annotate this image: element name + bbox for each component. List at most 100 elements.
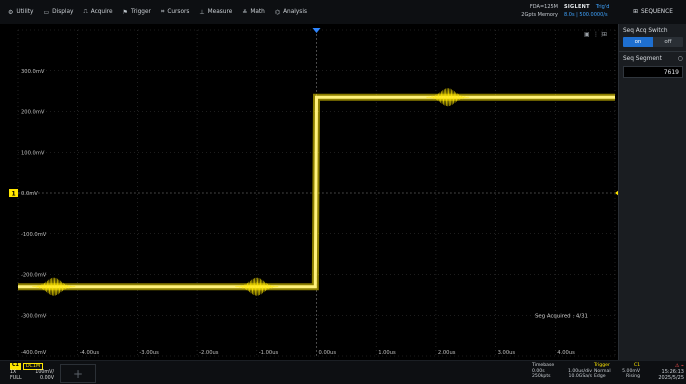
seq-segment-input[interactable]: 7619 — [623, 66, 683, 78]
channel-tag: C1 — [10, 363, 21, 370]
menu-label: Trigger — [130, 9, 151, 15]
menu-display[interactable]: ▭ Display — [43, 9, 73, 16]
sequence-icon: ⊞ — [633, 9, 638, 15]
seq-off-button[interactable]: off — [664, 39, 672, 45]
channel-1-info[interactable]: C1 DC1M 1X 100mV/ FULL 0.00V — [10, 363, 54, 382]
main-menu: ⚙ Utility ▭ Display ⎍ Acquire ⚑ Trigger ⌗ Cursors… — [8, 0, 307, 24]
sample-rate: 8.0s | 500.0000/s — [564, 12, 608, 18]
channel-coupling: DC1M — [22, 363, 44, 370]
timebase-title: Timebase — [532, 363, 555, 368]
x-tick-label: 1.00us — [378, 350, 396, 356]
x-tick-label: 0.00us — [319, 350, 337, 356]
cursors-icon: ⌗ — [160, 8, 165, 15]
acquire-icon: ⎍ — [83, 8, 88, 15]
menu-label: Display — [52, 9, 74, 15]
sequence-panel-title[interactable]: ⊞ SEQUENCE — [620, 0, 686, 24]
vertical-scale: 100mV/ — [35, 370, 54, 375]
trigger-icon: ⚑ — [122, 8, 128, 16]
noise-burst — [235, 277, 279, 296]
analysis-icon: ⌬ — [274, 8, 281, 16]
x-tick-label: 3.00us — [498, 350, 516, 356]
channel-1-marker-label: 1 — [12, 191, 16, 198]
menu-label: Acquire — [90, 9, 113, 15]
seq-acq-switch-label: Seq Acq Switch — [623, 28, 668, 34]
menu-label: Measure — [207, 9, 233, 15]
network-icon: ⚠ ⌁ — [674, 363, 684, 369]
bandwidth-label: FULL — [10, 376, 22, 381]
brand-status: SIGLENT Trig'd 8.0s | 500.0000/s — [564, 3, 618, 19]
waveform-screen[interactable]: 300.0mV 200.0mV 100.0mV 0.0mV -100.0mV -200.0… — [0, 24, 619, 360]
seq-acq-switch[interactable]: on off — [623, 37, 683, 47]
menu-cursors[interactable]: ⌗ Cursors — [161, 8, 189, 16]
x-tick-label: -3.00us — [139, 350, 159, 356]
timebase-delay: 0.00s — [532, 368, 545, 374]
clock-date: 2025/5/25 — [658, 375, 684, 381]
x-tick-label: 4.00us — [557, 350, 575, 356]
timebase-scale: 1.00us/div — [568, 368, 592, 374]
measure-icon: ⊥ — [199, 8, 205, 16]
trigger-type: Edge — [594, 374, 606, 379]
x-tick-label: 2.00us — [438, 350, 456, 356]
noise-burst — [426, 88, 470, 107]
vertical-offset: 0.00V — [40, 376, 54, 381]
trigger-title: Trigger — [594, 363, 610, 368]
menu-measure[interactable]: ⊥ Measure — [199, 9, 232, 16]
trigger-slope: Rising — [626, 374, 640, 379]
top-menu-bar: ⚙ Utility ▭ Display ⎍ Acquire ⚑ Trigger ⌗ Cursors… — [0, 0, 686, 25]
y-tick-label: -400.0mV — [21, 350, 47, 356]
channel-1-offset-marker[interactable] — [9, 189, 18, 197]
sequence-panel: Seq Acq Switch on off Seq Segment ○ 7619 — [618, 24, 686, 360]
display-icon: ▭ — [43, 8, 50, 16]
screen-tool-icon[interactable]: ▣ — [584, 31, 590, 38]
menu-math[interactable]: ≚ Math — [242, 9, 265, 16]
trigger-level: 5.00mV — [622, 368, 640, 374]
x-tick-label: -2.00us — [199, 350, 219, 356]
clock: ⚠ ⌁ 15:26:13 2025/5/25 — [644, 363, 684, 381]
menu-label: Utility — [16, 9, 34, 15]
menu-label: Math — [250, 9, 265, 15]
gear-icon: ⚙ — [8, 8, 14, 16]
timebase-sample-rate: 10.0GSa/s — [568, 374, 592, 379]
trigger-info[interactable]: Trigger C1 Normal 5.00mV Edge Rising — [594, 363, 640, 380]
math-icon: ≚ — [242, 8, 248, 16]
y-tick-label: 0.0mV — [21, 191, 38, 197]
screen-tool-icon[interactable]: ⊞ — [602, 31, 607, 38]
waveform-display[interactable]: 300.0mV 200.0mV 100.0mV 0.0mV -100.0mV -200.0… — [0, 24, 619, 360]
menu-trigger[interactable]: ⚑ Trigger — [123, 9, 151, 16]
trigger-mode: Normal — [594, 368, 611, 374]
add-channel-button[interactable]: + — [60, 364, 96, 383]
menu-utility[interactable]: ⚙ Utility — [8, 9, 33, 16]
memory-depth: 250kpts — [532, 374, 551, 379]
trigger-status: Trig'd — [595, 4, 610, 10]
probe-label: 1X — [10, 370, 17, 375]
acq-line-2: 2Gpts Memory — [521, 12, 558, 18]
trigger-source: C1 — [633, 363, 640, 368]
seg-acquired-label: Seg Acquired : 4/31 — [535, 313, 588, 319]
x-tick-label: -4.00us — [80, 350, 100, 356]
acq-line-1: FDA=125M — [529, 4, 558, 10]
y-tick-label: -200.0mV — [21, 273, 47, 279]
y-tick-label: 200.0mV — [21, 110, 45, 116]
clock-time: 15:26:13 — [661, 369, 684, 375]
seq-segment-label: Seq Segment ○ — [623, 56, 683, 62]
menu-analysis[interactable]: ⌬ Analysis — [275, 9, 307, 16]
y-tick-label: -300.0mV — [21, 313, 47, 319]
trigger-position-marker[interactable] — [312, 28, 321, 33]
y-tick-label: 100.0mV — [21, 150, 45, 156]
timebase-info[interactable]: Timebase 0.00s 1.00us/div 250kpts 10.0GSa/… — [532, 363, 592, 380]
menu-label: Cursors — [167, 9, 190, 15]
sequence-title-label: SEQUENCE — [641, 9, 673, 15]
siglent-logo: SIGLENT — [564, 4, 590, 10]
acquisition-info[interactable]: FDA=125M 2Gpts Memory — [508, 3, 558, 19]
bottom-status-bar: C1 DC1M 1X 100mV/ FULL 0.00V + Timebase 0.… — [0, 360, 686, 384]
y-tick-label: -100.0mV — [21, 232, 47, 238]
y-tick-label: 300.0mV — [21, 69, 45, 75]
menu-label: Analysis — [283, 9, 307, 15]
x-tick-label: -1.00us — [259, 350, 279, 356]
panel-divider — [619, 51, 686, 52]
ch1-waveform — [18, 95, 615, 289]
screen-tool-icon[interactable]: ⋮⋮ — [593, 31, 605, 38]
noise-burst — [32, 277, 76, 296]
seq-on-button[interactable]: on — [623, 37, 653, 47]
menu-acquire[interactable]: ⎍ Acquire — [84, 8, 113, 16]
